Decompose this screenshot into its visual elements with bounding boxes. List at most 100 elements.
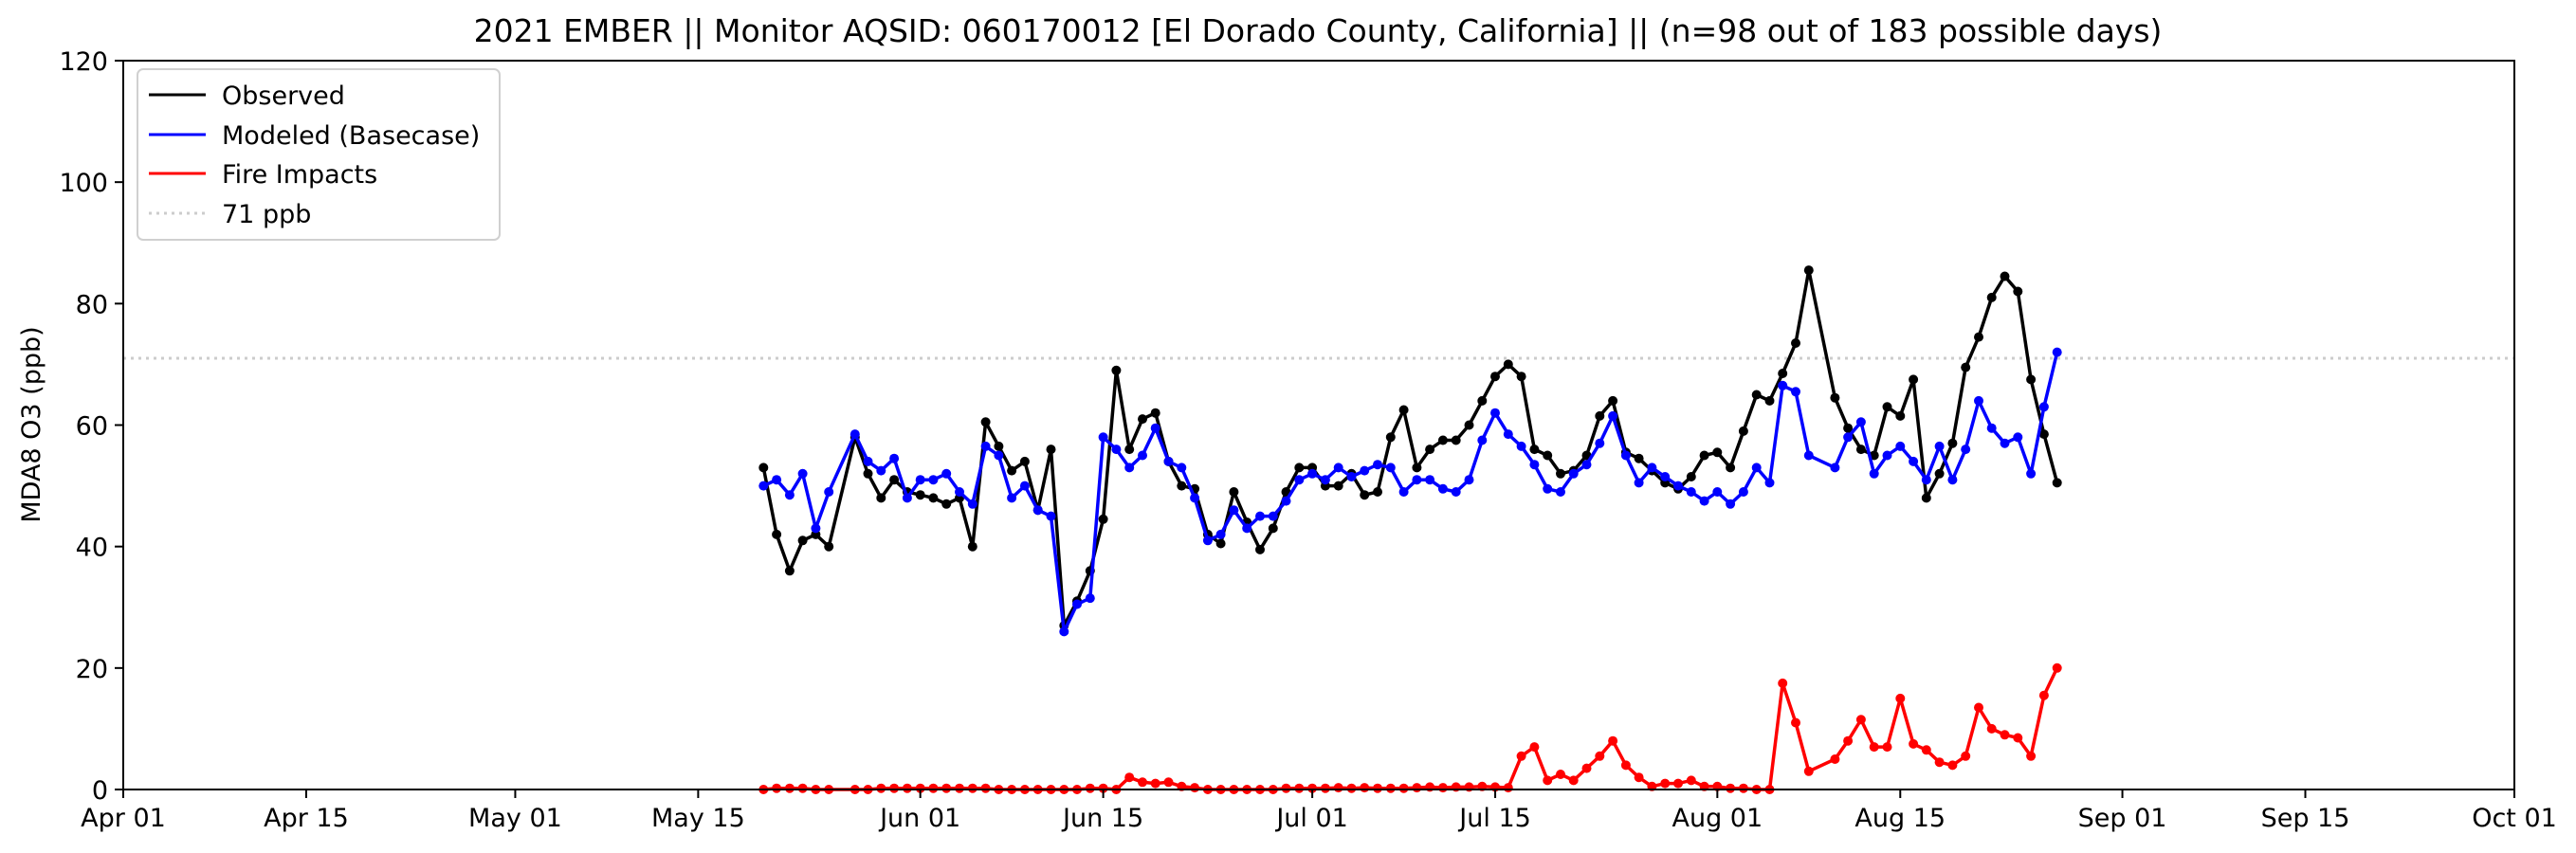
data-point <box>1961 751 1971 761</box>
data-point <box>1921 493 1931 503</box>
data-point <box>1855 417 1866 427</box>
data-point <box>1190 493 1200 503</box>
data-point <box>1895 410 1906 421</box>
data-point <box>1764 395 1775 406</box>
data-point <box>1215 529 1226 539</box>
data-point <box>1738 426 1748 436</box>
data-point <box>1412 475 1422 485</box>
data-point <box>1934 441 1945 451</box>
data-point <box>1803 450 1814 461</box>
data-point <box>1373 487 1382 497</box>
data-point <box>1412 783 1422 793</box>
data-point <box>915 783 925 793</box>
x-tick-label: Jul 01 <box>1274 804 1348 833</box>
data-point <box>1268 511 1278 521</box>
series-2 <box>758 662 2062 794</box>
data-point <box>1791 387 1800 397</box>
data-point <box>1464 475 1474 485</box>
legend-label-modeled: Modeled (Basecase) <box>222 121 480 151</box>
data-point <box>1543 775 1553 786</box>
data-point <box>994 450 1004 461</box>
legend-label-threshold: 71 ppb <box>222 200 311 229</box>
data-point <box>1385 783 1396 793</box>
data-point <box>1098 783 1108 793</box>
data-point <box>1947 475 1958 485</box>
data-point <box>1634 772 1644 783</box>
data-point <box>1346 472 1357 481</box>
y-tick-label: 60 <box>76 412 108 442</box>
data-point <box>1620 450 1631 461</box>
y-axis: 0 20 40 60 80 100 120 <box>59 47 123 806</box>
data-point <box>1855 445 1866 455</box>
x-tick-label: Jun 01 <box>878 804 960 833</box>
x-tick-label: Jul 15 <box>1457 804 1531 833</box>
data-point <box>1581 460 1592 470</box>
data-point <box>1360 490 1370 500</box>
data-point <box>1595 438 1605 448</box>
data-point <box>1895 441 1906 451</box>
data-point <box>1333 481 1343 491</box>
data-point <box>1138 414 1147 425</box>
data-point <box>1398 405 1409 415</box>
data-point <box>1934 757 1945 768</box>
data-point <box>1699 450 1709 461</box>
data-point <box>1190 783 1200 793</box>
data-point <box>1634 453 1644 463</box>
data-point <box>1830 754 1840 764</box>
data-point <box>1425 445 1435 455</box>
data-point <box>967 783 977 793</box>
data-point <box>1529 742 1540 753</box>
data-point <box>1947 438 1958 448</box>
data-point <box>1764 478 1775 488</box>
data-point <box>1046 511 1056 521</box>
data-point <box>2000 438 2010 448</box>
data-point <box>824 487 834 497</box>
data-point <box>1307 468 1318 479</box>
data-point <box>1751 390 1762 400</box>
data-point <box>928 783 939 793</box>
data-point <box>928 475 939 485</box>
x-tick-label: Apr 15 <box>264 804 349 833</box>
data-point <box>955 783 964 793</box>
data-point <box>1855 715 1866 725</box>
data-point <box>1098 432 1108 443</box>
data-point <box>1529 460 1540 470</box>
data-point <box>2013 733 2023 743</box>
legend-label-fire: Fire Impacts <box>222 160 377 190</box>
data-point <box>1830 463 1840 473</box>
data-point <box>1124 463 1135 473</box>
data-point <box>1556 770 1565 779</box>
data-point <box>1778 380 1788 390</box>
data-point <box>1726 499 1736 509</box>
data-point <box>1581 763 1592 773</box>
data-point <box>1007 465 1017 476</box>
data-point <box>1111 365 1122 375</box>
data-point <box>1255 511 1265 521</box>
x-tick-label: Aug 15 <box>1854 804 1946 833</box>
data-point <box>1503 359 1513 370</box>
data-point <box>876 465 886 476</box>
data-point <box>1843 432 1854 443</box>
data-point <box>1307 783 1318 793</box>
data-point <box>1150 778 1160 789</box>
data-point <box>1921 475 1931 485</box>
data-point <box>941 783 952 793</box>
data-point <box>1673 481 1683 491</box>
x-tick-label: Oct 01 <box>2472 804 2557 833</box>
data-point <box>1921 745 1931 755</box>
data-point <box>1281 496 1291 506</box>
legend: Observed Modeled (Basecase) Fire Impacts… <box>137 68 501 241</box>
data-point <box>2052 662 2062 673</box>
data-point <box>1791 717 1800 728</box>
data-point <box>1437 483 1448 494</box>
data-point <box>1085 593 1095 604</box>
data-point <box>1738 783 1748 793</box>
data-point <box>1268 523 1278 534</box>
data-point <box>2000 271 2010 281</box>
x-tick-label: Apr 01 <box>81 804 166 833</box>
data-point <box>1647 463 1657 473</box>
data-point <box>1490 372 1500 382</box>
data-point <box>1986 292 1997 302</box>
data-point <box>1098 514 1108 524</box>
